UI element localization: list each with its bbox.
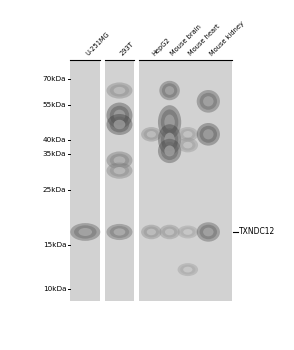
Ellipse shape — [164, 146, 175, 156]
Text: TXNDC12: TXNDC12 — [239, 228, 275, 237]
Ellipse shape — [147, 131, 156, 138]
Ellipse shape — [165, 86, 174, 95]
Text: 35kDa: 35kDa — [43, 151, 66, 157]
Text: Mouse kidney: Mouse kidney — [208, 20, 245, 57]
Bar — [105, 60, 134, 301]
Ellipse shape — [74, 225, 96, 239]
Ellipse shape — [158, 124, 181, 155]
Ellipse shape — [141, 225, 162, 239]
Ellipse shape — [200, 225, 217, 239]
Ellipse shape — [106, 114, 132, 135]
Ellipse shape — [141, 127, 162, 142]
Ellipse shape — [110, 226, 129, 238]
Ellipse shape — [183, 229, 193, 235]
Text: 70kDa: 70kDa — [43, 76, 66, 82]
Text: 10kDa: 10kDa — [43, 286, 66, 292]
Bar — [71, 60, 100, 301]
Ellipse shape — [78, 228, 92, 236]
Ellipse shape — [203, 228, 213, 236]
Ellipse shape — [110, 154, 129, 167]
Ellipse shape — [161, 110, 178, 135]
Ellipse shape — [106, 103, 132, 128]
Text: 40kDa: 40kDa — [43, 136, 66, 142]
Ellipse shape — [180, 129, 196, 140]
Bar — [139, 60, 232, 301]
Ellipse shape — [203, 129, 213, 139]
Ellipse shape — [183, 131, 193, 138]
Ellipse shape — [161, 128, 178, 151]
Text: 25kDa: 25kDa — [43, 187, 66, 193]
Ellipse shape — [197, 90, 220, 113]
Ellipse shape — [162, 83, 177, 98]
Ellipse shape — [144, 226, 159, 237]
Ellipse shape — [113, 156, 125, 164]
Ellipse shape — [106, 162, 132, 179]
Text: 55kDa: 55kDa — [43, 102, 66, 108]
Ellipse shape — [162, 226, 177, 237]
Ellipse shape — [110, 164, 129, 177]
Text: Mouse brain: Mouse brain — [170, 24, 203, 57]
Ellipse shape — [144, 129, 159, 140]
Ellipse shape — [106, 83, 132, 99]
Ellipse shape — [197, 222, 220, 242]
Ellipse shape — [70, 223, 100, 241]
Ellipse shape — [178, 263, 198, 276]
Ellipse shape — [110, 106, 129, 125]
Ellipse shape — [159, 225, 180, 239]
Text: HepG2: HepG2 — [151, 37, 172, 57]
Text: 15kDa: 15kDa — [43, 243, 66, 248]
Ellipse shape — [113, 110, 125, 121]
Ellipse shape — [106, 224, 132, 240]
Ellipse shape — [203, 96, 213, 106]
Ellipse shape — [158, 139, 181, 163]
Ellipse shape — [110, 84, 129, 97]
Ellipse shape — [200, 93, 217, 110]
Ellipse shape — [197, 123, 220, 146]
Ellipse shape — [159, 81, 180, 100]
Ellipse shape — [183, 267, 193, 273]
Ellipse shape — [113, 120, 125, 129]
Ellipse shape — [113, 87, 125, 94]
Text: 293T: 293T — [119, 41, 136, 57]
Ellipse shape — [164, 114, 175, 130]
Ellipse shape — [178, 138, 198, 152]
Text: Mouse heart: Mouse heart — [188, 23, 221, 57]
Ellipse shape — [113, 167, 125, 174]
Ellipse shape — [147, 229, 156, 235]
Ellipse shape — [180, 265, 196, 274]
Ellipse shape — [110, 117, 129, 132]
Ellipse shape — [183, 142, 193, 148]
Ellipse shape — [158, 105, 181, 139]
Ellipse shape — [161, 142, 178, 160]
Ellipse shape — [200, 126, 217, 143]
Ellipse shape — [178, 225, 198, 238]
Ellipse shape — [113, 228, 125, 236]
Ellipse shape — [164, 133, 175, 147]
Text: U-251MG: U-251MG — [85, 31, 111, 57]
Ellipse shape — [180, 227, 196, 237]
Ellipse shape — [178, 127, 198, 142]
Ellipse shape — [180, 140, 196, 150]
Ellipse shape — [165, 229, 174, 235]
Ellipse shape — [106, 152, 132, 169]
